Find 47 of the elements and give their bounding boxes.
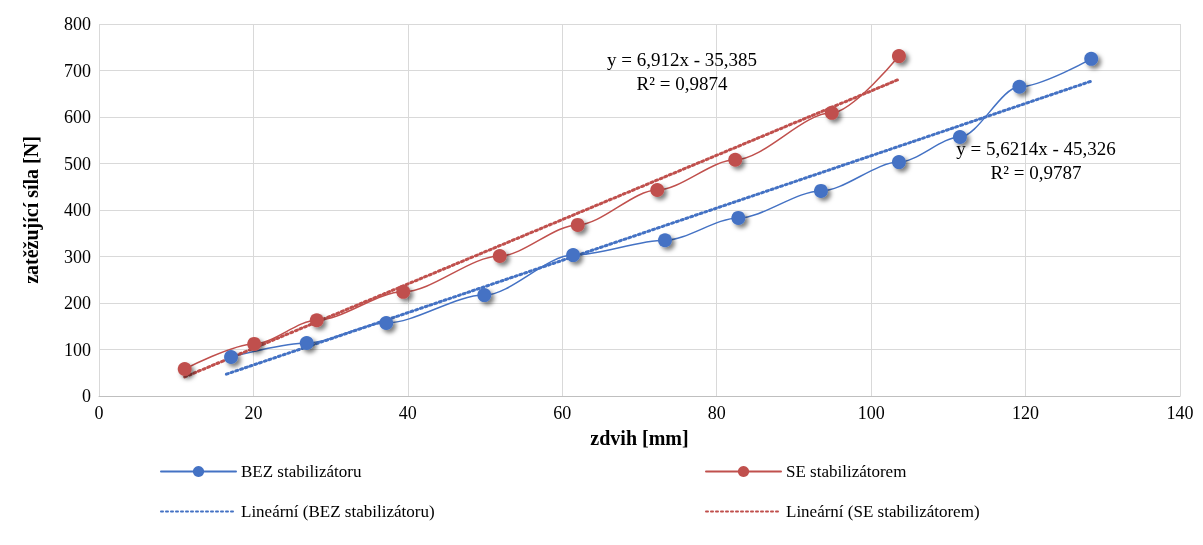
y-tick-label: 0 (82, 386, 91, 406)
point (224, 349, 239, 364)
point (379, 316, 394, 330)
point (731, 210, 746, 225)
point (177, 362, 192, 377)
point (492, 249, 507, 264)
x-tick-label: 40 (398, 403, 417, 423)
x-tick-label: 120 (1012, 403, 1040, 423)
point (952, 130, 967, 144)
point (891, 155, 906, 170)
point (309, 313, 324, 328)
point (1012, 79, 1027, 94)
x-tick-label: 0 (94, 403, 104, 423)
x-tick-label: 60 (553, 403, 572, 423)
point (247, 336, 262, 351)
y-tick-label: 600 (64, 107, 91, 127)
x-tick-label: 80 (707, 403, 726, 423)
y-tick-label: 100 (64, 339, 91, 360)
legend-label: SE stabilizátorem (786, 462, 907, 481)
y-tick-label: 400 (64, 200, 91, 220)
x-tick-label: 140 (1166, 403, 1194, 423)
point (1084, 51, 1099, 66)
point (570, 217, 585, 232)
point (299, 335, 314, 350)
y-tick-label: 500 (64, 153, 91, 174)
annotation: y = 6,912x - 35,385 R² = 0,9874 (606, 48, 758, 94)
point (566, 248, 581, 263)
y-tick-label: 800 (64, 14, 91, 34)
y-axis-title: zatěžující síla [N] (20, 136, 43, 284)
x-tick-label: 100 (857, 403, 885, 423)
point (477, 288, 492, 303)
point (650, 183, 665, 197)
point (658, 233, 672, 248)
legend-label: BEZ stabilizátoru (241, 462, 362, 481)
y-tick-label: 300 (64, 246, 91, 267)
x-tick-label: 20 (244, 403, 263, 423)
legend-label: Lineární (SE stabilizátorem) (786, 502, 980, 521)
point (813, 183, 828, 198)
point (824, 105, 839, 120)
point (396, 284, 411, 299)
legend-label: Lineární (BEZ stabilizátoru) (241, 502, 435, 521)
point (891, 49, 906, 64)
y-tick-label: 200 (64, 293, 91, 313)
x-axis-title: zdvih [mm] (590, 427, 689, 449)
annotation: y = 5,6214x - 45,326 R² = 0,9787 (956, 137, 1116, 183)
point (728, 152, 743, 167)
y-tick-label: 700 (64, 60, 91, 81)
